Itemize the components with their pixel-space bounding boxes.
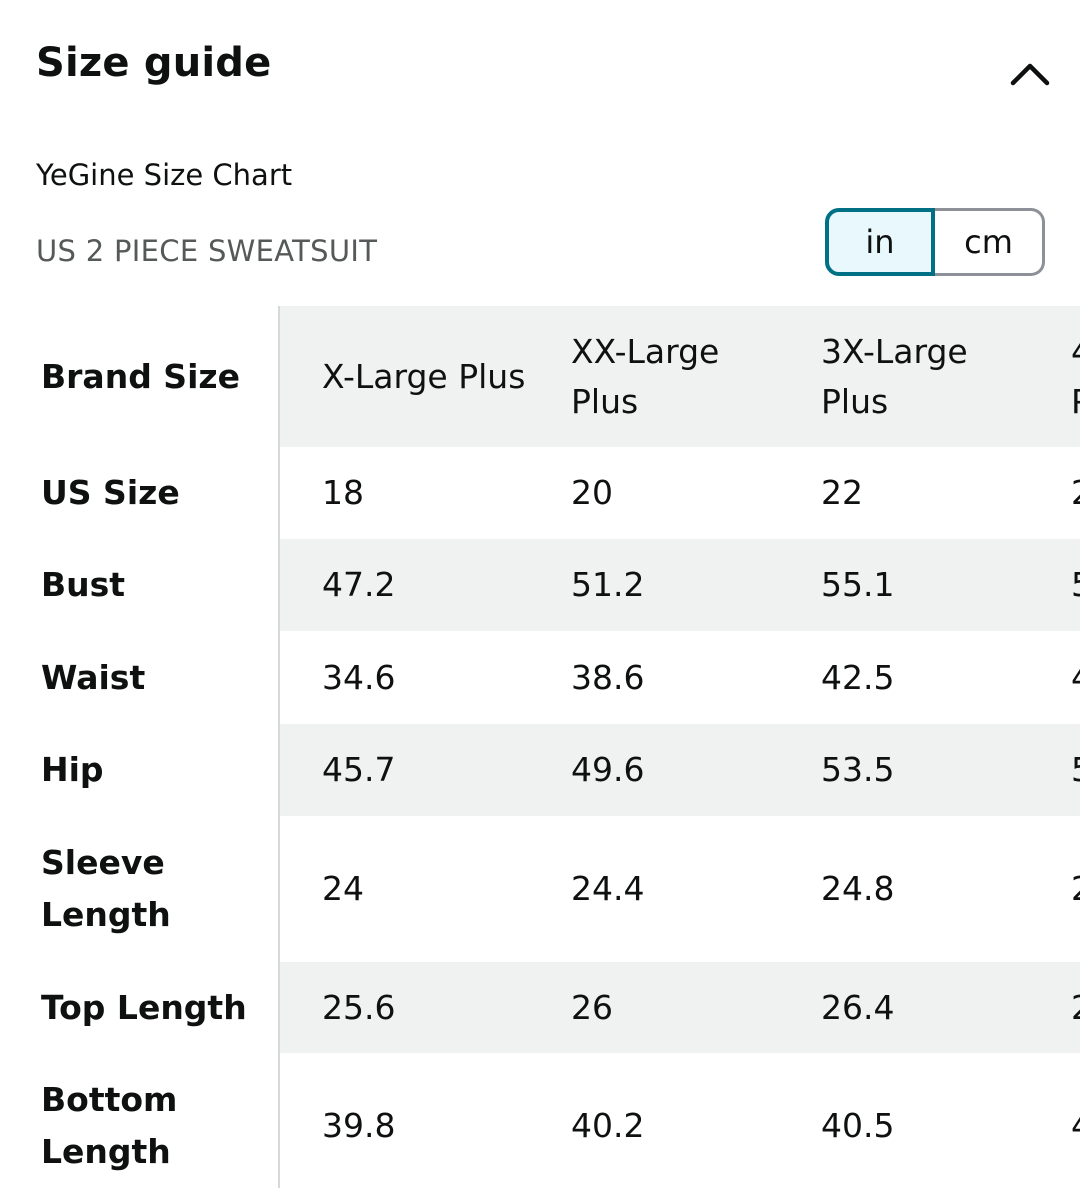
table-cell: 47.2 <box>279 539 529 631</box>
collapse-button[interactable] <box>1004 46 1056 98</box>
table-cell: 57.5 <box>1029 724 1080 816</box>
table-cell: 46.5 <box>1029 631 1080 724</box>
section-title: Size guide <box>36 40 272 86</box>
table-cell: 26.8 <box>1029 962 1080 1053</box>
table-cell: 18 <box>322 473 364 512</box>
size-chart-title: YeGine Size Chart <box>36 158 293 192</box>
table-cell: 39.8 <box>322 1106 396 1145</box>
table-cell: 20 <box>571 473 613 512</box>
size-table-scroll[interactable]: Brand Size X-Large Plus XX-Large Plus 3X… <box>0 306 1080 1188</box>
table-row: Hip 45.7 49.6 53.5 57.5 <box>0 724 1080 816</box>
table-row: Brand Size X-Large Plus XX-Large Plus 3X… <box>0 306 1080 447</box>
table-cell: 22 <box>821 473 863 512</box>
table-cell: 24.4 <box>571 869 645 908</box>
table-cell: 24 <box>1029 447 1080 539</box>
table-cell: 40.2 <box>571 1106 645 1145</box>
table-row: Top Length 25.6 26 26.4 26.8 <box>0 962 1080 1053</box>
table-cell: 25.6 <box>279 962 529 1053</box>
unit-in-button[interactable]: in <box>825 208 935 276</box>
size-guide-header[interactable]: Size guide <box>36 40 1056 100</box>
column-header: X-Large Plus <box>279 306 529 447</box>
table-cell: 34.6 <box>322 657 396 697</box>
row-header: Hip <box>0 724 280 816</box>
table-cell: 38.6 <box>571 657 645 697</box>
table-cell: 40.9 <box>1029 1053 1080 1188</box>
table-cell: 55.1 <box>779 539 1029 631</box>
size-chart-subtitle: US 2 PIECE SWEATSUIT <box>36 234 378 268</box>
table-row: Bust 47.2 51.2 55.1 59.1 <box>0 539 1080 631</box>
table-cell: 42.5 <box>821 657 895 697</box>
column-header: 4X-Large Plus <box>1029 306 1080 447</box>
table-row: Bottom Length 39.8 40.2 40.5 40.9 <box>0 1053 1080 1188</box>
row-header: Brand Size <box>0 306 280 447</box>
unit-cm-button[interactable]: cm <box>935 208 1045 276</box>
column-header: 3X-Large Plus <box>779 306 1029 447</box>
table-cell: 59.1 <box>1029 539 1080 631</box>
table-cell: 24 <box>322 869 364 908</box>
table-cell: 24.8 <box>821 869 895 908</box>
table-cell: 25.2 <box>1029 816 1080 962</box>
table-row: US Size 18 20 22 24 <box>0 447 1080 539</box>
unit-toggle: in cm <box>825 208 1045 276</box>
row-header: Bust <box>0 539 280 631</box>
table-cell: 45.7 <box>279 724 529 816</box>
table-cell: 26.4 <box>779 962 1029 1053</box>
table-row: Sleeve Length 24 24.4 24.8 25.2 <box>0 816 1080 962</box>
table-cell: 51.2 <box>529 539 779 631</box>
table-cell: 26 <box>529 962 779 1053</box>
row-header: US Size <box>0 447 280 539</box>
chevron-up-icon <box>1010 63 1050 86</box>
table-cell: 49.6 <box>529 724 779 816</box>
row-header: Sleeve Length <box>0 816 280 962</box>
size-table: Brand Size X-Large Plus XX-Large Plus 3X… <box>0 306 1080 1188</box>
table-row: Waist 34.6 38.6 42.5 46.5 <box>0 631 1080 724</box>
column-header: XX-Large Plus <box>529 306 779 447</box>
table-cell: 53.5 <box>779 724 1029 816</box>
row-header: Top Length <box>0 962 280 1053</box>
table-cell: 40.5 <box>821 1106 895 1145</box>
row-header: Waist <box>0 631 280 724</box>
row-header: Bottom Length <box>0 1053 280 1188</box>
